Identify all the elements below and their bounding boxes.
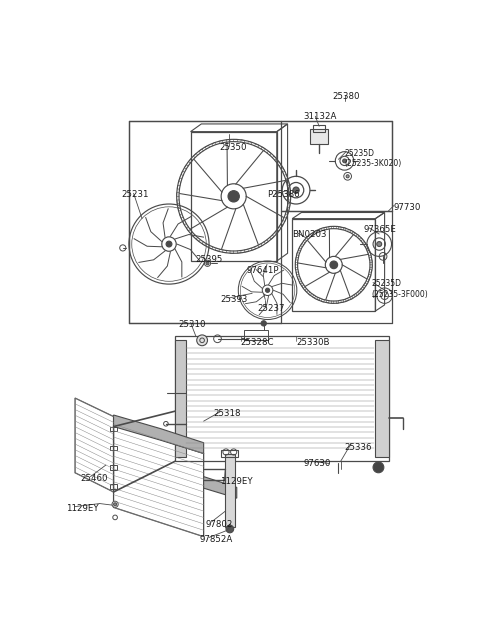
Circle shape: [293, 187, 299, 193]
Circle shape: [373, 462, 384, 472]
Bar: [191, 131, 277, 261]
Bar: [221, 450, 238, 457]
Text: 25330B: 25330B: [296, 338, 330, 347]
Text: 97730: 97730: [394, 203, 421, 212]
Bar: [175, 337, 389, 461]
Bar: [175, 340, 186, 457]
Circle shape: [197, 335, 207, 345]
Bar: [110, 427, 117, 431]
Circle shape: [261, 321, 266, 326]
Bar: [375, 340, 389, 457]
Text: 97802: 97802: [206, 519, 233, 529]
Bar: [292, 218, 375, 311]
Text: 25235D
(25235-3K020): 25235D (25235-3K020): [345, 149, 402, 168]
Circle shape: [228, 190, 240, 202]
Text: 97630: 97630: [304, 459, 331, 468]
Circle shape: [346, 175, 349, 178]
Text: 97365E: 97365E: [363, 225, 396, 234]
Text: 25336: 25336: [345, 443, 372, 451]
Text: 25318: 25318: [214, 409, 241, 418]
Text: P25386: P25386: [267, 190, 300, 199]
Text: 97852A: 97852A: [200, 535, 233, 544]
Bar: [244, 330, 267, 340]
Circle shape: [112, 501, 118, 507]
Text: 1129EY: 1129EY: [220, 477, 252, 486]
Bar: [225, 453, 235, 526]
Text: 25393: 25393: [221, 295, 248, 304]
Circle shape: [166, 241, 172, 247]
Text: 25310: 25310: [178, 320, 206, 330]
Text: BN0203: BN0203: [292, 231, 327, 239]
Polygon shape: [204, 477, 237, 498]
Text: 25395: 25395: [195, 255, 223, 264]
Text: 25235D
(25235-3F000): 25235D (25235-3F000): [372, 279, 428, 299]
Bar: [110, 446, 117, 450]
Text: 25380: 25380: [332, 91, 360, 100]
Text: 25231: 25231: [121, 190, 149, 199]
Text: 25237: 25237: [258, 304, 285, 313]
Circle shape: [206, 262, 209, 265]
Circle shape: [265, 288, 270, 292]
Circle shape: [114, 503, 117, 506]
Bar: [310, 128, 328, 144]
Polygon shape: [114, 415, 204, 453]
Text: 1129EY: 1129EY: [66, 504, 98, 513]
Text: 25350: 25350: [219, 143, 247, 152]
Text: 31132A: 31132A: [304, 112, 337, 121]
Circle shape: [377, 241, 382, 246]
Text: 97641P: 97641P: [247, 265, 279, 274]
Text: 25460: 25460: [81, 474, 108, 483]
Circle shape: [226, 525, 234, 533]
Bar: [110, 465, 117, 470]
Bar: [110, 485, 117, 489]
Circle shape: [343, 159, 347, 163]
Text: 25328C: 25328C: [240, 338, 274, 347]
Bar: [313, 126, 325, 131]
Circle shape: [330, 261, 337, 269]
